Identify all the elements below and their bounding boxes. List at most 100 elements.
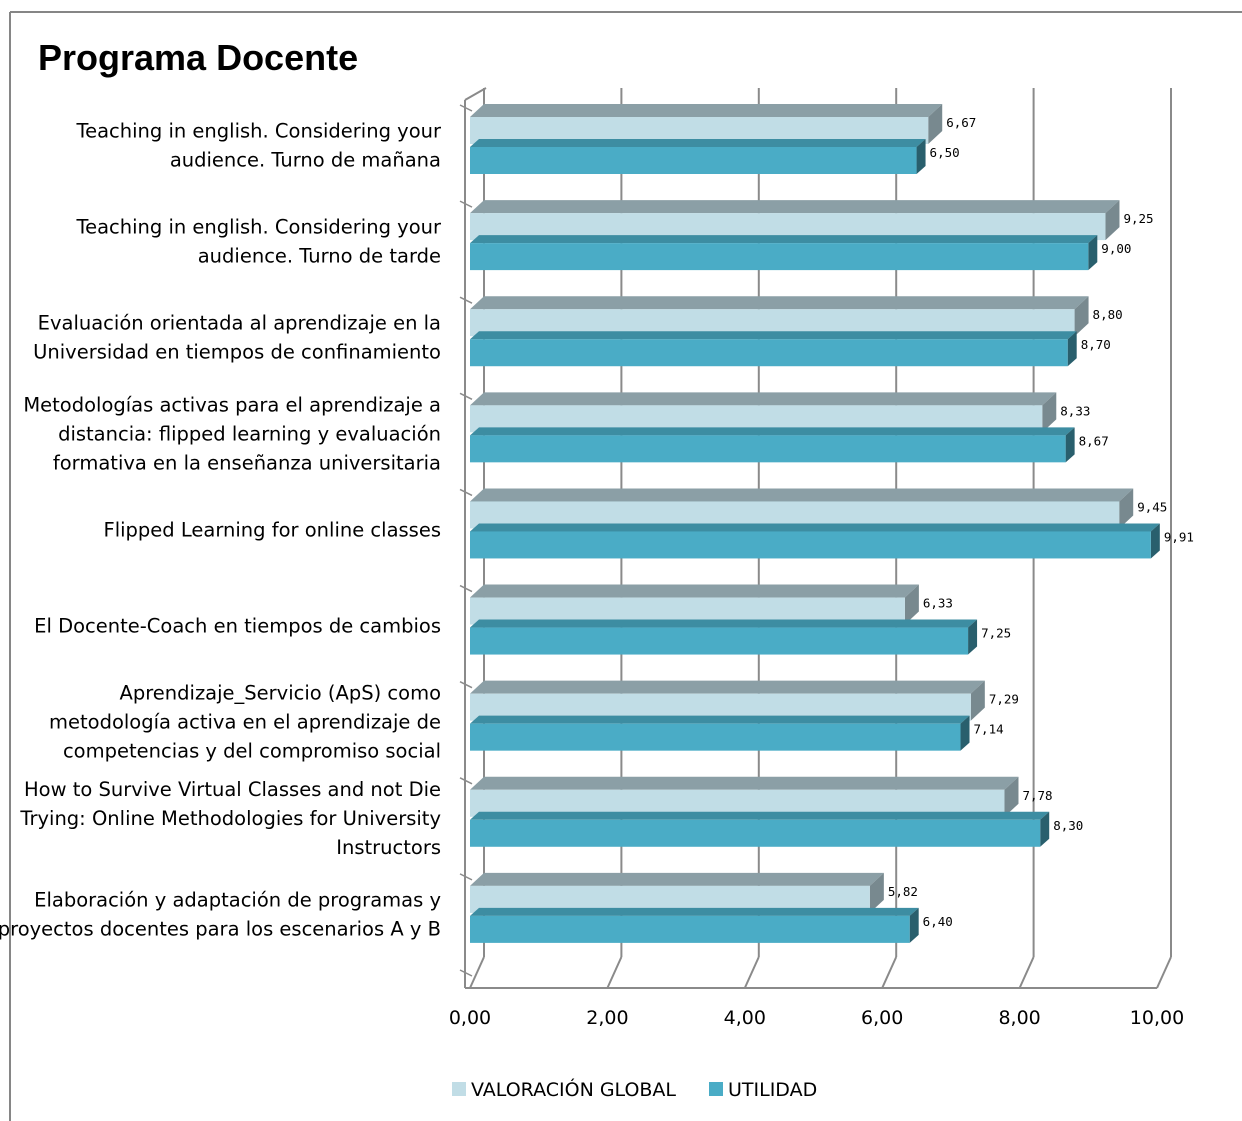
category-divider xyxy=(459,104,473,112)
category-label-line: formativa en la enseñanza universitaria xyxy=(53,451,441,474)
category-label-line: Teaching in english. Considering your xyxy=(75,216,441,239)
category-divider xyxy=(459,296,473,304)
category-label: Teaching in english. Considering your aud… xyxy=(75,120,441,172)
bar-top-face xyxy=(470,427,1075,436)
bar-end-face xyxy=(928,104,943,144)
data-label: 6,40 xyxy=(923,914,953,929)
bar xyxy=(470,243,1089,271)
data-label: 8,70 xyxy=(1081,337,1111,352)
bar-end-face xyxy=(960,715,970,751)
x-axis-ticks: 0,00 2,00 4,00 6,00 8,00 10,00 xyxy=(449,1007,1184,1029)
bar-top-face xyxy=(470,200,1120,214)
bar-end-face xyxy=(1105,200,1120,241)
category-label: Teaching in english. Considering your aud… xyxy=(75,216,441,268)
x-tick-label: 8,00 xyxy=(998,1007,1040,1029)
category-label-line: distancia: flipped learning y evaluación xyxy=(58,422,441,445)
category-divider xyxy=(459,584,473,593)
floor-gridline xyxy=(1156,956,1172,989)
x-tick-label: 10,00 xyxy=(1130,1007,1184,1029)
category-label: How to Survive Virtual Classes and not D… xyxy=(19,778,441,859)
category-label-line: proyectos docentes para los escenarios A… xyxy=(0,917,441,940)
category-label-line: metodología activa en el aprendizaje de xyxy=(49,711,441,734)
bar-end-face xyxy=(1067,331,1077,367)
data-label: 6,67 xyxy=(946,115,976,130)
data-label: 5,82 xyxy=(888,884,918,899)
data-label: 9,45 xyxy=(1137,499,1167,514)
category-label-line: Evaluación orientada al aprendizaje en l… xyxy=(38,312,441,335)
bar-end-face xyxy=(1119,488,1134,529)
category-label-line: Universidad en tiempos de confinamiento xyxy=(33,341,441,364)
x-tick-label: 6,00 xyxy=(861,1007,903,1029)
floor-gridline xyxy=(743,956,760,989)
data-label: 6,33 xyxy=(923,596,953,611)
category-label: Evaluación orientada al aprendizaje en l… xyxy=(33,312,441,364)
data-label: 6,50 xyxy=(930,145,960,160)
legend-swatch xyxy=(709,1082,723,1096)
legend-label: UTILIDAD xyxy=(728,1079,817,1101)
category-label-line: Flipped Learning for online classes xyxy=(104,518,442,541)
category-label-line: Metodologías activas para el aprendizaje… xyxy=(23,393,441,416)
bar-end-face xyxy=(1004,776,1019,817)
category-label-line: audience. Turno de tarde xyxy=(198,245,441,268)
data-label: 9,91 xyxy=(1164,529,1194,544)
bar-top-face xyxy=(470,776,1019,790)
category-label: Elaboración y adaptación de programas y p… xyxy=(0,888,441,940)
data-label: 8,30 xyxy=(1053,818,1083,833)
bar-top-face xyxy=(470,488,1134,502)
bar-top-face xyxy=(470,907,919,916)
category-label-line: Teaching in english. Considering your xyxy=(75,120,441,143)
category-divider xyxy=(459,680,473,689)
category-labels: Teaching in english. Considering your aud… xyxy=(0,120,442,941)
bar xyxy=(470,339,1068,367)
category-label: Metodologías activas para el aprendizaje… xyxy=(23,393,441,474)
floor-gridline xyxy=(469,956,485,989)
category-label: Aprendizaje_Servicio (ApS) como metodolog… xyxy=(49,682,441,763)
bar-top-face xyxy=(470,811,1050,820)
bar-end-face xyxy=(1040,811,1050,847)
data-label: 8,33 xyxy=(1060,403,1090,418)
bar xyxy=(470,819,1041,847)
bars-layer: 6,67 6,50 9,25 9,00 8,80 8,70 8,33 8,67 9,45 9,91… xyxy=(470,104,1194,943)
data-label: 8,67 xyxy=(1079,433,1109,448)
category-divider xyxy=(459,392,473,401)
bar-top-face xyxy=(470,872,884,886)
bar-top-face xyxy=(470,139,926,147)
bar-top-face xyxy=(470,715,970,724)
bar-top-face xyxy=(470,104,943,117)
bar-end-face xyxy=(970,680,985,721)
floor-gridline xyxy=(1018,956,1035,989)
category-label-line: Aprendizaje_Servicio (ApS) como xyxy=(119,682,441,705)
bar-top-face xyxy=(470,584,919,598)
category-label-line: Instructors xyxy=(336,836,441,859)
bar xyxy=(470,531,1151,559)
bar xyxy=(470,435,1066,463)
bar-end-face xyxy=(1088,235,1098,271)
category-divider xyxy=(459,777,473,785)
legend: VALORACIÓN GLOBAL UTILIDAD xyxy=(452,1077,817,1101)
category-label-line: audience. Turno de mañana xyxy=(170,149,441,172)
bar-top-face xyxy=(470,619,978,628)
bar-top-face xyxy=(470,680,985,694)
category-divider xyxy=(459,873,473,881)
data-label: 9,25 xyxy=(1123,211,1153,226)
floor-gridline xyxy=(606,956,623,989)
data-label: 7,29 xyxy=(989,692,1019,707)
bar-end-face xyxy=(909,907,919,943)
category-divider xyxy=(459,200,473,208)
bar-top-face xyxy=(470,296,1089,310)
bar-end-face xyxy=(1065,427,1075,463)
category-label-line: competencias y del compromiso social xyxy=(63,740,441,763)
category-label-line: El Docente-Coach en tiempos de cambios xyxy=(34,615,441,638)
legend-swatch xyxy=(452,1082,466,1096)
data-label: 7,25 xyxy=(981,626,1011,641)
bar xyxy=(470,723,961,751)
legend-label: VALORACIÓN GLOBAL xyxy=(471,1077,676,1101)
bar-end-face xyxy=(1074,296,1089,337)
left-wall-top xyxy=(464,87,487,101)
bar-top-face xyxy=(470,331,1077,340)
category-label-line: Elaboración y adaptación de programas y xyxy=(34,888,441,911)
bar-end-face xyxy=(968,619,978,655)
bar-end-face xyxy=(869,872,884,913)
